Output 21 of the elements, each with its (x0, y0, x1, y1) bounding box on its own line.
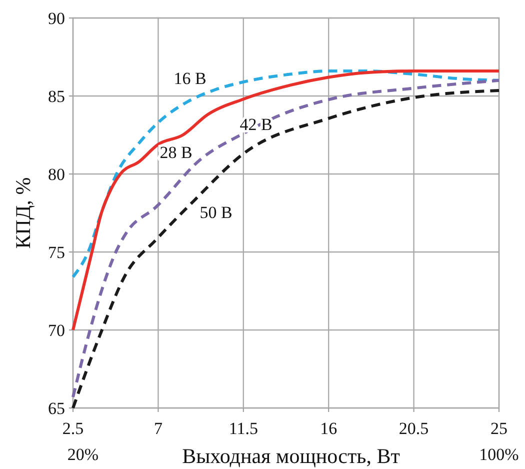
y-tick-label: 65 (48, 399, 65, 418)
x-tick-label: 7 (154, 419, 163, 438)
y-axis-title: КПД, % (11, 177, 35, 249)
series-label: 28 В (160, 143, 192, 162)
y-tick-label: 80 (48, 165, 65, 184)
text: 20% (67, 445, 99, 464)
series-label: 50 В (200, 203, 232, 222)
series-label: 16 В (174, 69, 206, 88)
x-tick-label: 16 (320, 419, 338, 438)
x-tick-label: 20.5 (398, 419, 429, 438)
line-series (72, 70, 500, 332)
y-tick-label: 85 (48, 87, 65, 106)
x-axis-title: Выходная мощность, Вт (182, 444, 400, 468)
x-tick-label: 2.5 (62, 419, 84, 438)
x-tick-label: 25 (490, 419, 508, 438)
y-tick-label: 75 (48, 243, 65, 262)
y-tick-label: 70 (48, 321, 65, 340)
text: 100% (479, 445, 519, 464)
series-label: 42 В (240, 115, 272, 134)
y-tick-label: 90 (48, 9, 65, 28)
x-tick-label: 11.5 (228, 419, 258, 438)
